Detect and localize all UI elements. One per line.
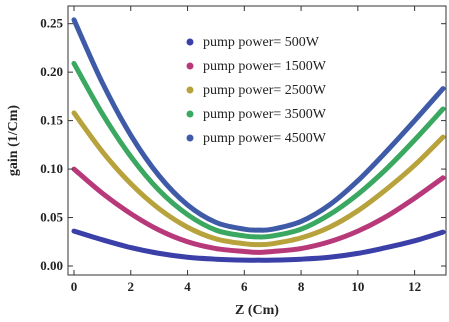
y-tick-label: 0.05	[40, 210, 63, 225]
y-tick-label: 0.20	[40, 64, 63, 79]
y-tick-label: 0.15	[40, 113, 63, 128]
series-layer	[71, 17, 446, 263]
legend: pump power= 500W pump power= 1500W pump po…	[186, 35, 327, 146]
plot-frame	[67, 5, 447, 276]
x-tick-label: 4	[184, 279, 191, 294]
series-line	[71, 60, 446, 240]
legend-label: pump power= 2500W	[203, 83, 327, 98]
x-tick-label: 0	[71, 279, 78, 294]
series-line	[71, 110, 446, 248]
legend-label: pump power= 4500W	[203, 131, 327, 146]
series-line	[71, 228, 446, 263]
legend-marker	[186, 110, 194, 118]
legend-label: pump power= 1500W	[203, 59, 327, 74]
legend-marker	[186, 134, 194, 142]
y-tick-label: 0.10	[40, 161, 63, 176]
series-line	[71, 166, 446, 255]
legend-label: pump power= 500W	[203, 35, 320, 50]
x-tick-label: 12	[408, 279, 421, 294]
legend-marker	[186, 38, 194, 46]
series-line	[71, 17, 446, 233]
x-tick-label: 8	[298, 279, 305, 294]
y-tick-label: 0.25	[40, 16, 63, 31]
x-tick-label: 10	[351, 279, 364, 294]
legend-marker	[186, 86, 194, 94]
x-axis-title: Z (Cm)	[235, 303, 279, 318]
axes-frame	[67, 5, 447, 276]
ticks-layer: 0 2 4 6 8 10 12 0.00 0.05 0.10 0.15 0.20 0.25	[40, 6, 446, 294]
y-axis-title: gain (1/Cm)	[6, 105, 21, 177]
legend-marker	[186, 62, 194, 70]
x-tick-label: 6	[241, 279, 248, 294]
x-tick-label: 2	[128, 279, 135, 294]
y-tick-label: 0.00	[40, 258, 63, 273]
legend-label: pump power= 3500W	[203, 107, 327, 122]
